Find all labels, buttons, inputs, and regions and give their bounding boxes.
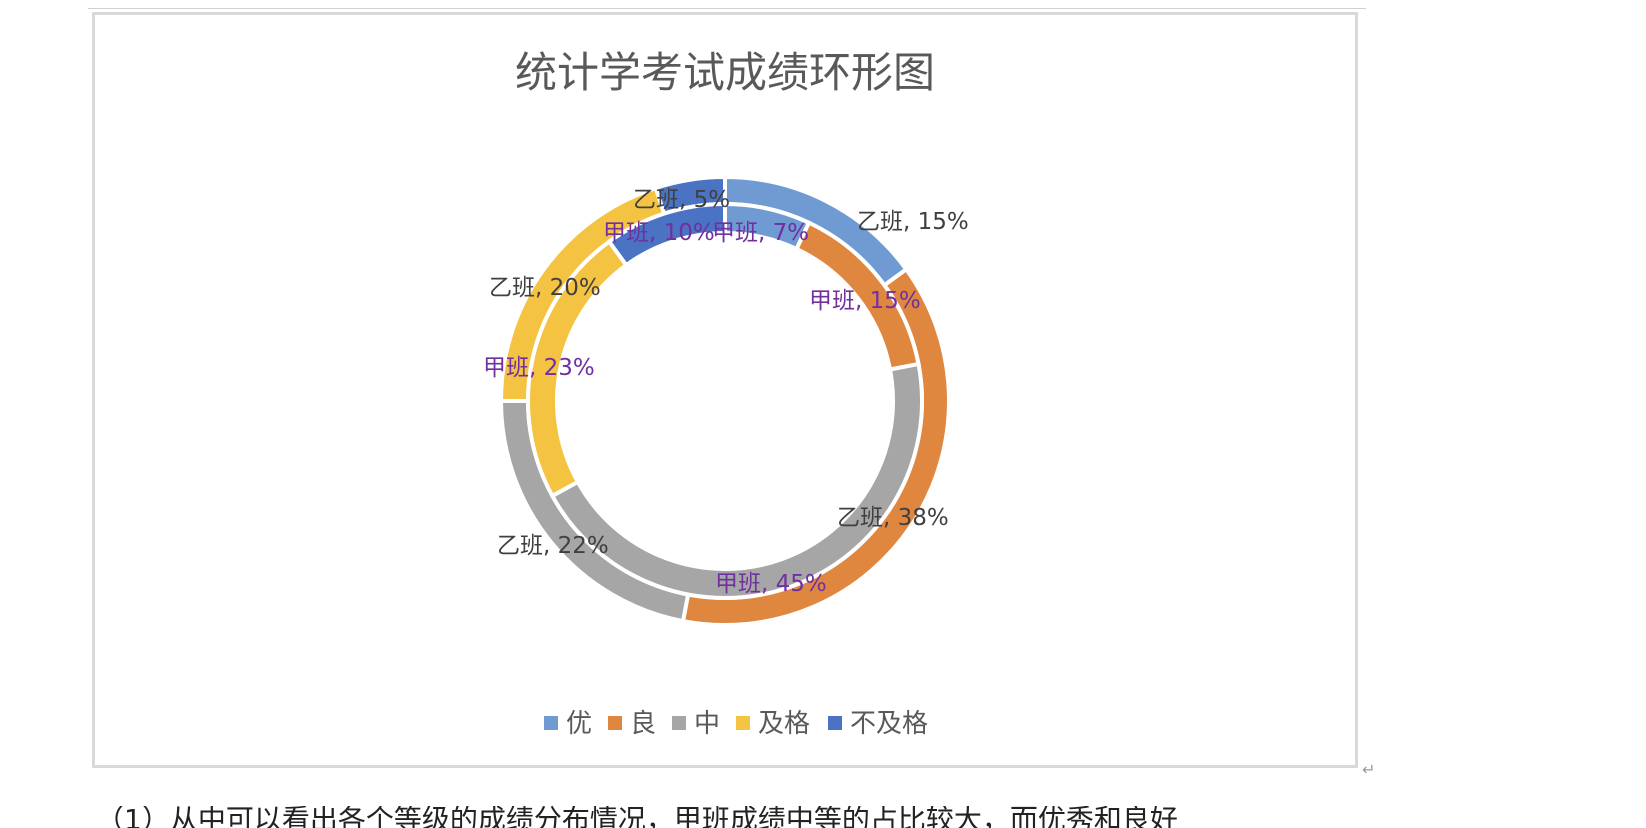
- legend-label-中: 中: [694, 709, 720, 739]
- inner-data-label: 甲班, 10%: [603, 220, 715, 246]
- outer-data-label: 乙班, 5%: [633, 187, 730, 213]
- ring-segments: [498, 174, 951, 627]
- inner-data-label: 甲班, 15%: [809, 288, 921, 314]
- inner-data-label: 甲班, 23%: [483, 355, 595, 381]
- inner-ring-segment-不及格: [606, 201, 727, 268]
- chart-title: 统计学考试成绩环形图: [515, 48, 935, 97]
- inner-data-label: 甲班, 45%: [715, 571, 827, 597]
- paragraph-mark-icon: ↵: [1362, 760, 1376, 779]
- legend-swatch-优: [544, 716, 558, 730]
- legend-swatch-不及格: [828, 716, 842, 730]
- legend-swatch-良: [608, 716, 622, 730]
- legend-label-不及格: 不及格: [850, 709, 928, 739]
- outer-data-label: 乙班, 38%: [837, 505, 949, 531]
- outer-data-label: 乙班, 20%: [489, 275, 601, 301]
- legend-label-良: 良: [630, 709, 656, 739]
- outer-data-label: 乙班, 15%: [857, 209, 969, 235]
- chart-frame[interactable]: 统计学考试成绩环形图 乙班, 15% 乙班, 38% 乙班, 22% 乙班, 20% 乙班…: [92, 12, 1358, 768]
- page-top-rule: [88, 8, 1366, 9]
- chart-legend: 优 良 中 及格 不及格: [544, 709, 928, 739]
- outer-data-label: 乙班, 22%: [497, 533, 609, 559]
- body-text-line: （1）从中可以看出各个等级的成绩分布情况，甲班成绩中等的占比较大，而优秀和良好: [96, 806, 1178, 828]
- inner-data-label: 甲班, 7%: [712, 220, 809, 246]
- legend-swatch-中: [672, 716, 686, 730]
- legend-label-优: 优: [566, 709, 592, 739]
- legend-swatch-及格: [736, 716, 750, 730]
- legend-label-及格: 及格: [758, 709, 810, 739]
- data-labels: 乙班, 15% 乙班, 38% 乙班, 22% 乙班, 20% 乙班, 5% 甲班, 7%…: [483, 187, 969, 597]
